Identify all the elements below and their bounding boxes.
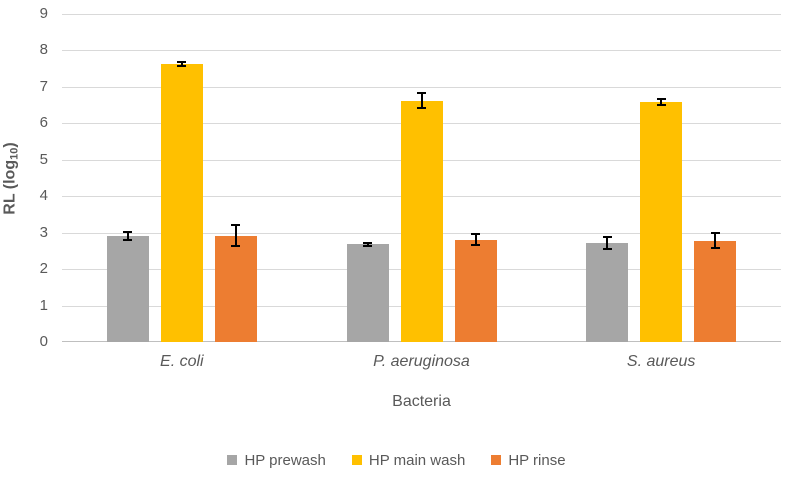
x-axis-labels: E. coli P. aeruginosa S. aureus <box>62 351 781 373</box>
legend-swatch-hp-prewash <box>227 455 238 465</box>
y-tick-label: 4 <box>39 187 48 205</box>
bar-hp-prewash <box>586 243 629 342</box>
gridline <box>62 50 781 52</box>
error-bar-cap-top <box>177 60 187 63</box>
y-tick-label: 7 <box>39 77 48 95</box>
bar-hp-prewash <box>346 244 389 342</box>
error-bar-cap-bottom <box>417 107 426 110</box>
error-bar <box>606 237 609 250</box>
error-bar-cap-bottom <box>123 239 133 242</box>
error-bar-cap-top <box>710 232 720 235</box>
gridline <box>62 86 781 88</box>
error-bar <box>234 225 237 246</box>
error-bar <box>126 231 129 241</box>
bar-hp-rinse <box>694 240 737 342</box>
legend: HP prewash HP main wash HP rinse <box>0 449 793 471</box>
bar-hp-rinse <box>454 239 497 342</box>
error-bar <box>180 61 183 67</box>
error-bar <box>714 233 717 248</box>
error-bar <box>660 98 663 105</box>
y-tick-label: 8 <box>39 41 48 59</box>
error-bar <box>420 93 423 108</box>
error-bar <box>474 234 477 245</box>
y-tick-label: 0 <box>39 333 48 350</box>
error-bar-cap-bottom <box>231 244 241 247</box>
y-tick-label: 3 <box>39 223 48 241</box>
y-tick-label: 6 <box>39 114 48 132</box>
bar-hp-main-wash <box>400 100 443 342</box>
bar-hp-main-wash <box>160 63 203 342</box>
error-bar-cap-bottom <box>602 248 612 251</box>
legend-label-hp-main-wash: HP main wash <box>368 451 466 469</box>
bar-hp-rinse <box>214 235 257 342</box>
y-axis-ticks: 0 1 2 3 4 5 6 7 8 9 <box>0 5 48 350</box>
y-tick-label: 1 <box>39 296 48 314</box>
error-bar-cap-bottom <box>363 245 372 248</box>
error-bar-cap-top <box>363 241 372 244</box>
bar-hp-prewash <box>106 235 149 342</box>
legend-swatch-hp-rinse <box>491 455 502 465</box>
error-bar-cap-top <box>231 224 241 227</box>
x-category-label: P. aeruginosa <box>373 353 470 370</box>
x-axis-title: Bacteria <box>392 393 451 410</box>
legend-swatch-hp-main-wash <box>351 455 362 465</box>
error-bar-cap-top <box>656 97 666 100</box>
legend-item-hp-main-wash: HP main wash <box>351 451 466 469</box>
y-tick-label: 5 <box>39 150 48 168</box>
legend-item-hp-prewash: HP prewash <box>227 451 326 469</box>
error-bar-cap-bottom <box>656 103 666 106</box>
error-bar <box>366 242 369 247</box>
error-bar-cap-top <box>123 230 133 233</box>
error-bar-cap-top <box>602 236 612 239</box>
y-tick-label: 2 <box>39 260 48 278</box>
legend-item-hp-rinse: HP rinse <box>491 451 566 469</box>
legend-label-hp-prewash: HP prewash <box>244 451 326 469</box>
x-category-label: E. coli <box>160 353 204 370</box>
y-tick-label: 9 <box>39 5 48 22</box>
error-bar-cap-top <box>417 92 426 95</box>
plot-area <box>62 14 781 342</box>
error-bar-cap-bottom <box>177 65 187 68</box>
gridline <box>62 14 781 15</box>
bar-hp-main-wash <box>640 101 683 342</box>
error-bar-cap-bottom <box>710 246 720 249</box>
x-category-label: S. aureus <box>626 353 696 370</box>
legend-label-hp-rinse: HP rinse <box>508 451 566 469</box>
error-bar-cap-bottom <box>471 243 480 246</box>
error-bar-cap-top <box>471 233 480 236</box>
